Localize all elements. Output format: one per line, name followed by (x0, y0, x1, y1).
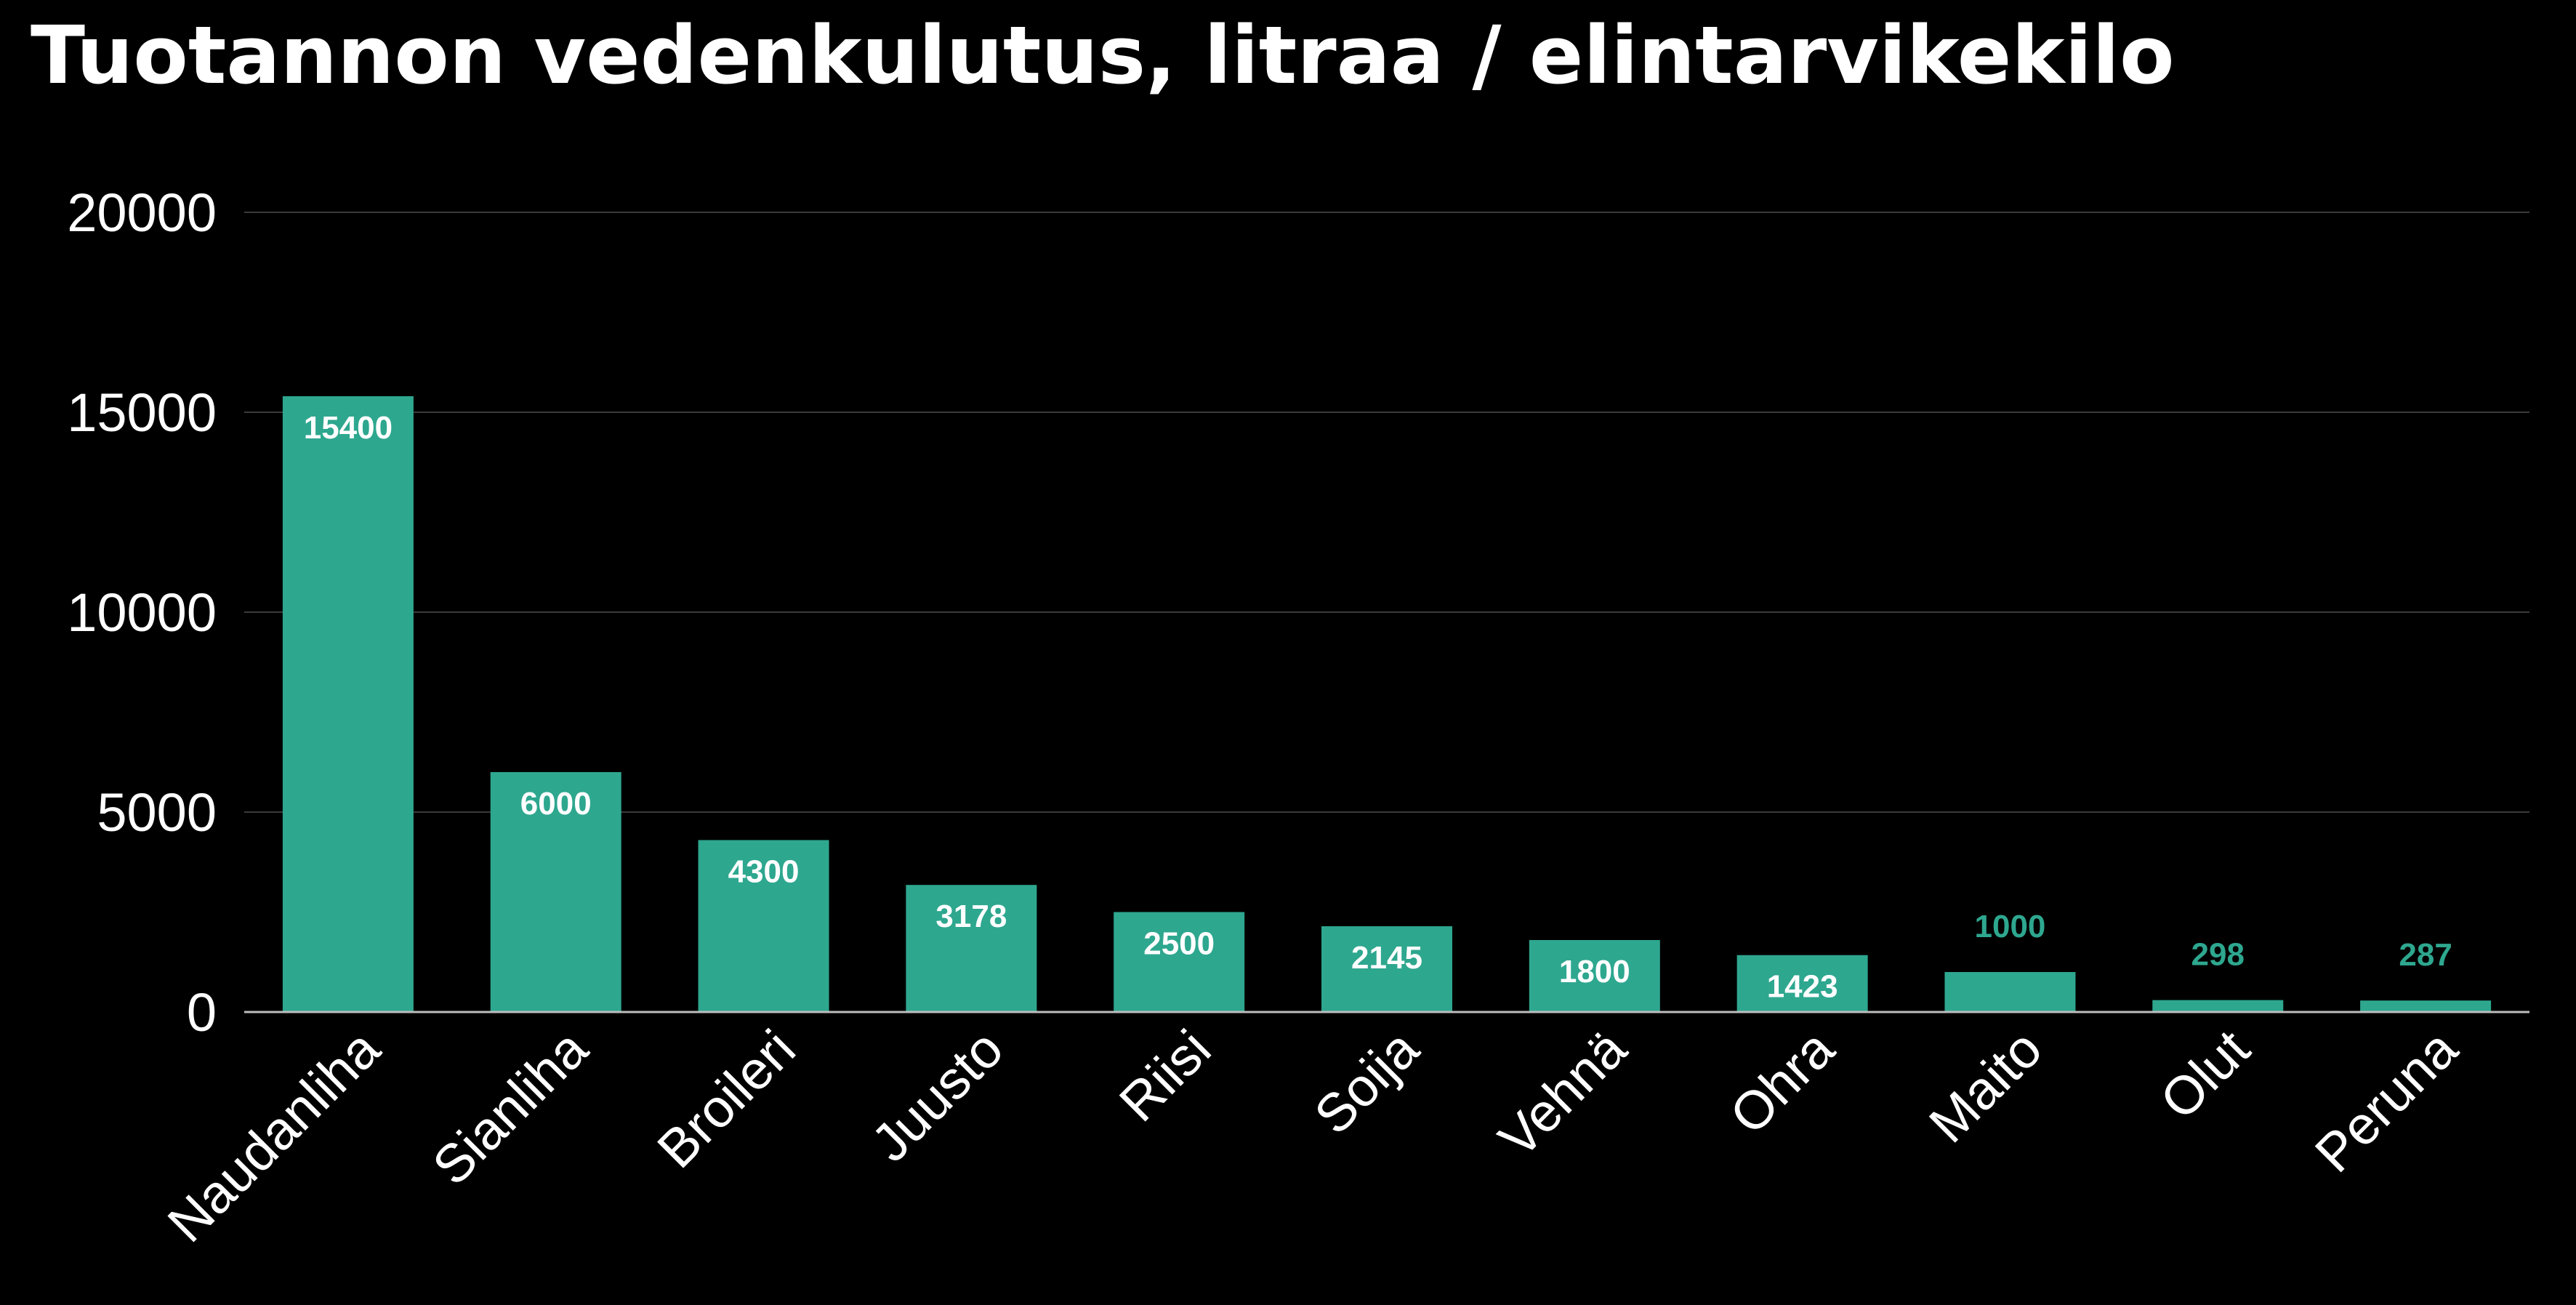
y-tick-label: 10000 (67, 582, 217, 643)
x-tick-label: Vehnä (1487, 1018, 1638, 1169)
bar (282, 396, 414, 1012)
y-tick-label: 20000 (67, 182, 217, 243)
data-label: 3178 (935, 899, 1007, 934)
bar (490, 772, 621, 1012)
bar (2152, 1000, 2284, 1012)
x-tick-label: Naudanliha (156, 1018, 392, 1253)
data-label: 1423 (1767, 969, 1838, 1005)
gridlines (244, 212, 2529, 813)
data-label: 2145 (1351, 940, 1422, 976)
x-tick-label: Juusto (860, 1019, 1015, 1173)
data-label: 4300 (728, 854, 800, 890)
data-label: 298 (2191, 937, 2245, 973)
bars (282, 396, 2492, 1012)
x-tick-label: Riisi (1108, 1019, 1223, 1133)
bar (698, 840, 829, 1012)
x-tick-label: Maito (1917, 1019, 2053, 1155)
bar (1321, 926, 1452, 1012)
x-tick-label: Broileri (645, 1019, 807, 1180)
y-tick-label: 0 (187, 982, 217, 1043)
bar (1529, 940, 1660, 1012)
data-label: 1800 (1559, 954, 1630, 989)
bar (906, 885, 1037, 1012)
x-axis-ticks: Naudanliha Sianliha Broileri Juusto Riisi Soi… (156, 1018, 2469, 1253)
x-tick-label: Peruna (2303, 1018, 2469, 1184)
data-labels: 15400 6000 4300 3178 2500 2145 1800 1423 1000 298… (304, 410, 2452, 1005)
y-tick-label: 15000 (67, 382, 217, 443)
x-tick-label: Sianliha (421, 1018, 599, 1196)
data-label: 15400 (304, 410, 393, 446)
y-tick-label: 5000 (97, 782, 217, 843)
x-tick-label: Soija (1303, 1018, 1430, 1146)
data-label: 2500 (1143, 926, 1215, 962)
x-tick-label: Ohra (1718, 1018, 1846, 1146)
y-axis-ticks: 0 5000 10000 15000 20000 (67, 182, 217, 1043)
data-label: 6000 (520, 786, 592, 822)
data-label: 1000 (1975, 909, 2046, 944)
bar (1114, 912, 1245, 1012)
bar (1944, 972, 2076, 1012)
x-tick-label: Olut (2149, 1018, 2261, 1131)
bar (2360, 1000, 2492, 1012)
chart-title: Tuotannon vedenkulutus, litraa / elintar… (31, 9, 2175, 102)
bar (1736, 955, 1868, 1012)
data-label: 287 (2399, 937, 2452, 973)
